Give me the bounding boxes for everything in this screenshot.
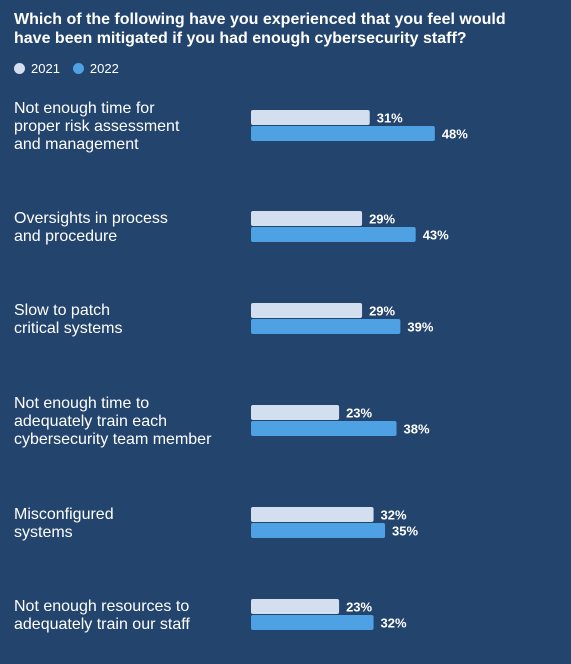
- category-label-line: proper risk assessment: [14, 118, 180, 135]
- category-label-line: critical systems: [14, 320, 122, 337]
- legend-label-2022: 2022: [89, 61, 119, 76]
- value-label-2022: 43%: [423, 228, 449, 243]
- legend-label-2021: 2021: [31, 61, 60, 76]
- category-label: Misconfigured systems: [14, 506, 114, 541]
- value-label-2021: 23%: [346, 600, 372, 615]
- category-label-line: Not enough time to: [14, 395, 149, 412]
- value-label-2022: 39%: [407, 320, 433, 335]
- legend-item-2021: 2021: [14, 61, 60, 76]
- bar-2021: [251, 303, 363, 318]
- category-label-line: and procedure: [14, 228, 117, 245]
- category-label: Not enough time for proper risk assessmen…: [14, 100, 180, 153]
- legend-item-2022: 2022: [72, 61, 119, 76]
- bar-2022: [251, 126, 435, 141]
- chart-title: Which of the following have you experien…: [14, 11, 506, 47]
- category-label-line: adequately train each: [14, 413, 167, 430]
- bar-2022: [251, 421, 397, 436]
- category-label-line: Not enough resources to: [14, 598, 189, 615]
- category-label-line: cybersecurity team member: [14, 431, 212, 448]
- category-label: Not enough time to adequately train each c…: [14, 395, 212, 448]
- bar-2022: [251, 523, 386, 538]
- bar-2021: [251, 110, 370, 125]
- legend: 2021 2022: [14, 61, 119, 76]
- legend-swatch-2021: [14, 63, 25, 74]
- value-label-2021: 32%: [381, 508, 407, 523]
- category-label-line: Not enough time for: [14, 100, 155, 117]
- category-label-line: adequately train our staff: [14, 616, 190, 633]
- bar-2022: [251, 227, 416, 242]
- category-label-line: systems: [14, 524, 73, 541]
- bar-2021: [251, 405, 340, 420]
- category-label: Oversights in process and procedure: [14, 210, 168, 245]
- bar-2022: [251, 615, 374, 630]
- category-label: Not enough resources to adequately train …: [14, 598, 190, 633]
- value-label-2021: 29%: [369, 212, 395, 227]
- value-label-2022: 38%: [404, 422, 430, 437]
- bar-2022: [251, 319, 401, 334]
- bar-2021: [251, 599, 340, 614]
- bar-2021: [251, 507, 374, 522]
- value-label-2021: 29%: [369, 304, 395, 319]
- bar-2021: [251, 211, 363, 226]
- category-label-line: Misconfigured: [14, 506, 114, 523]
- value-label-2021: 23%: [346, 406, 372, 421]
- category-label: Slow to patch critical systems: [14, 302, 122, 337]
- value-label-2022: 32%: [381, 616, 407, 631]
- category-label-line: Slow to patch: [14, 302, 110, 319]
- value-label-2022: 35%: [392, 524, 418, 539]
- value-label-2021: 31%: [377, 111, 403, 126]
- value-label-2022: 48%: [442, 127, 468, 142]
- category-label-line: and management: [14, 136, 139, 153]
- category-label-line: Oversights in process: [14, 210, 168, 227]
- legend-swatch-2022: [72, 63, 84, 74]
